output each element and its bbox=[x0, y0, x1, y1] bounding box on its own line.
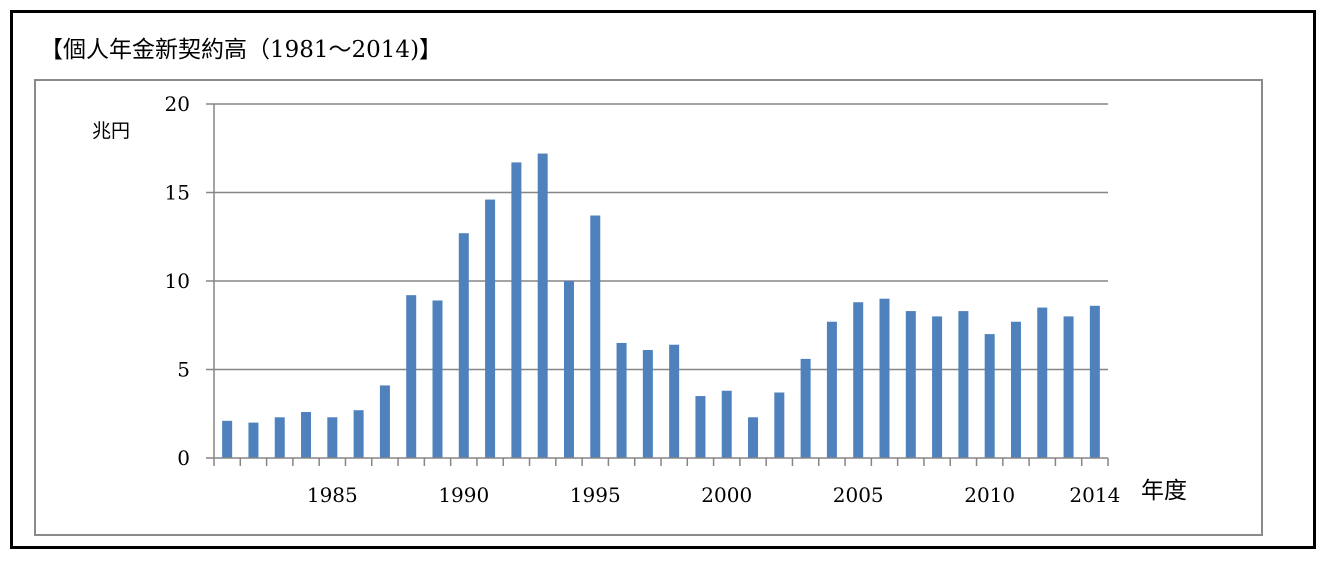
bar bbox=[932, 316, 943, 458]
bar bbox=[958, 311, 969, 458]
x-tick-label: 1985 bbox=[307, 483, 358, 507]
y-tick-label: 20 bbox=[165, 92, 190, 116]
bar bbox=[458, 233, 469, 458]
bar bbox=[774, 392, 785, 458]
bar bbox=[1063, 316, 1074, 458]
y-tick-label: 0 bbox=[177, 446, 190, 470]
bar bbox=[800, 358, 811, 458]
bar bbox=[511, 162, 522, 458]
bar bbox=[695, 396, 706, 458]
bar bbox=[669, 344, 680, 458]
bar bbox=[905, 311, 916, 458]
bar bbox=[853, 302, 864, 458]
bar bbox=[642, 350, 653, 458]
bar bbox=[379, 385, 390, 458]
y-tick-label: 15 bbox=[165, 181, 190, 205]
y-axis-label: 兆円 bbox=[92, 120, 130, 142]
bar bbox=[222, 420, 233, 458]
bar bbox=[1037, 307, 1048, 458]
bar bbox=[353, 410, 364, 458]
bar bbox=[537, 153, 548, 458]
chart-title: 【個人年金新契約高（1981～2014)】 bbox=[40, 37, 443, 63]
x-tick-label: 2005 bbox=[833, 483, 884, 507]
bar bbox=[879, 298, 890, 458]
bar bbox=[1010, 321, 1021, 458]
bar bbox=[327, 417, 338, 458]
y-tick-label: 5 bbox=[177, 358, 190, 382]
x-tick-label: 1990 bbox=[438, 483, 489, 507]
bar bbox=[485, 199, 496, 458]
bar bbox=[432, 300, 443, 458]
x-tick-label: 2014 bbox=[1069, 483, 1120, 507]
plot-frame bbox=[34, 79, 1263, 536]
bar bbox=[616, 342, 627, 458]
x-axis-label: 年度 bbox=[1141, 478, 1187, 504]
bar bbox=[406, 295, 417, 458]
bar bbox=[826, 321, 837, 458]
figure-frame bbox=[10, 10, 1316, 549]
bar bbox=[274, 417, 285, 458]
bar bbox=[590, 215, 601, 458]
x-tick-label: 2010 bbox=[964, 483, 1015, 507]
bar bbox=[301, 411, 312, 458]
bar bbox=[748, 417, 759, 458]
bar bbox=[721, 390, 732, 458]
bar bbox=[563, 281, 574, 458]
x-tick-label: 2000 bbox=[701, 483, 752, 507]
bar bbox=[984, 334, 995, 458]
x-tick-label: 1995 bbox=[570, 483, 621, 507]
y-tick-label: 10 bbox=[165, 269, 190, 293]
bar bbox=[1089, 305, 1100, 458]
bar bbox=[248, 422, 259, 458]
